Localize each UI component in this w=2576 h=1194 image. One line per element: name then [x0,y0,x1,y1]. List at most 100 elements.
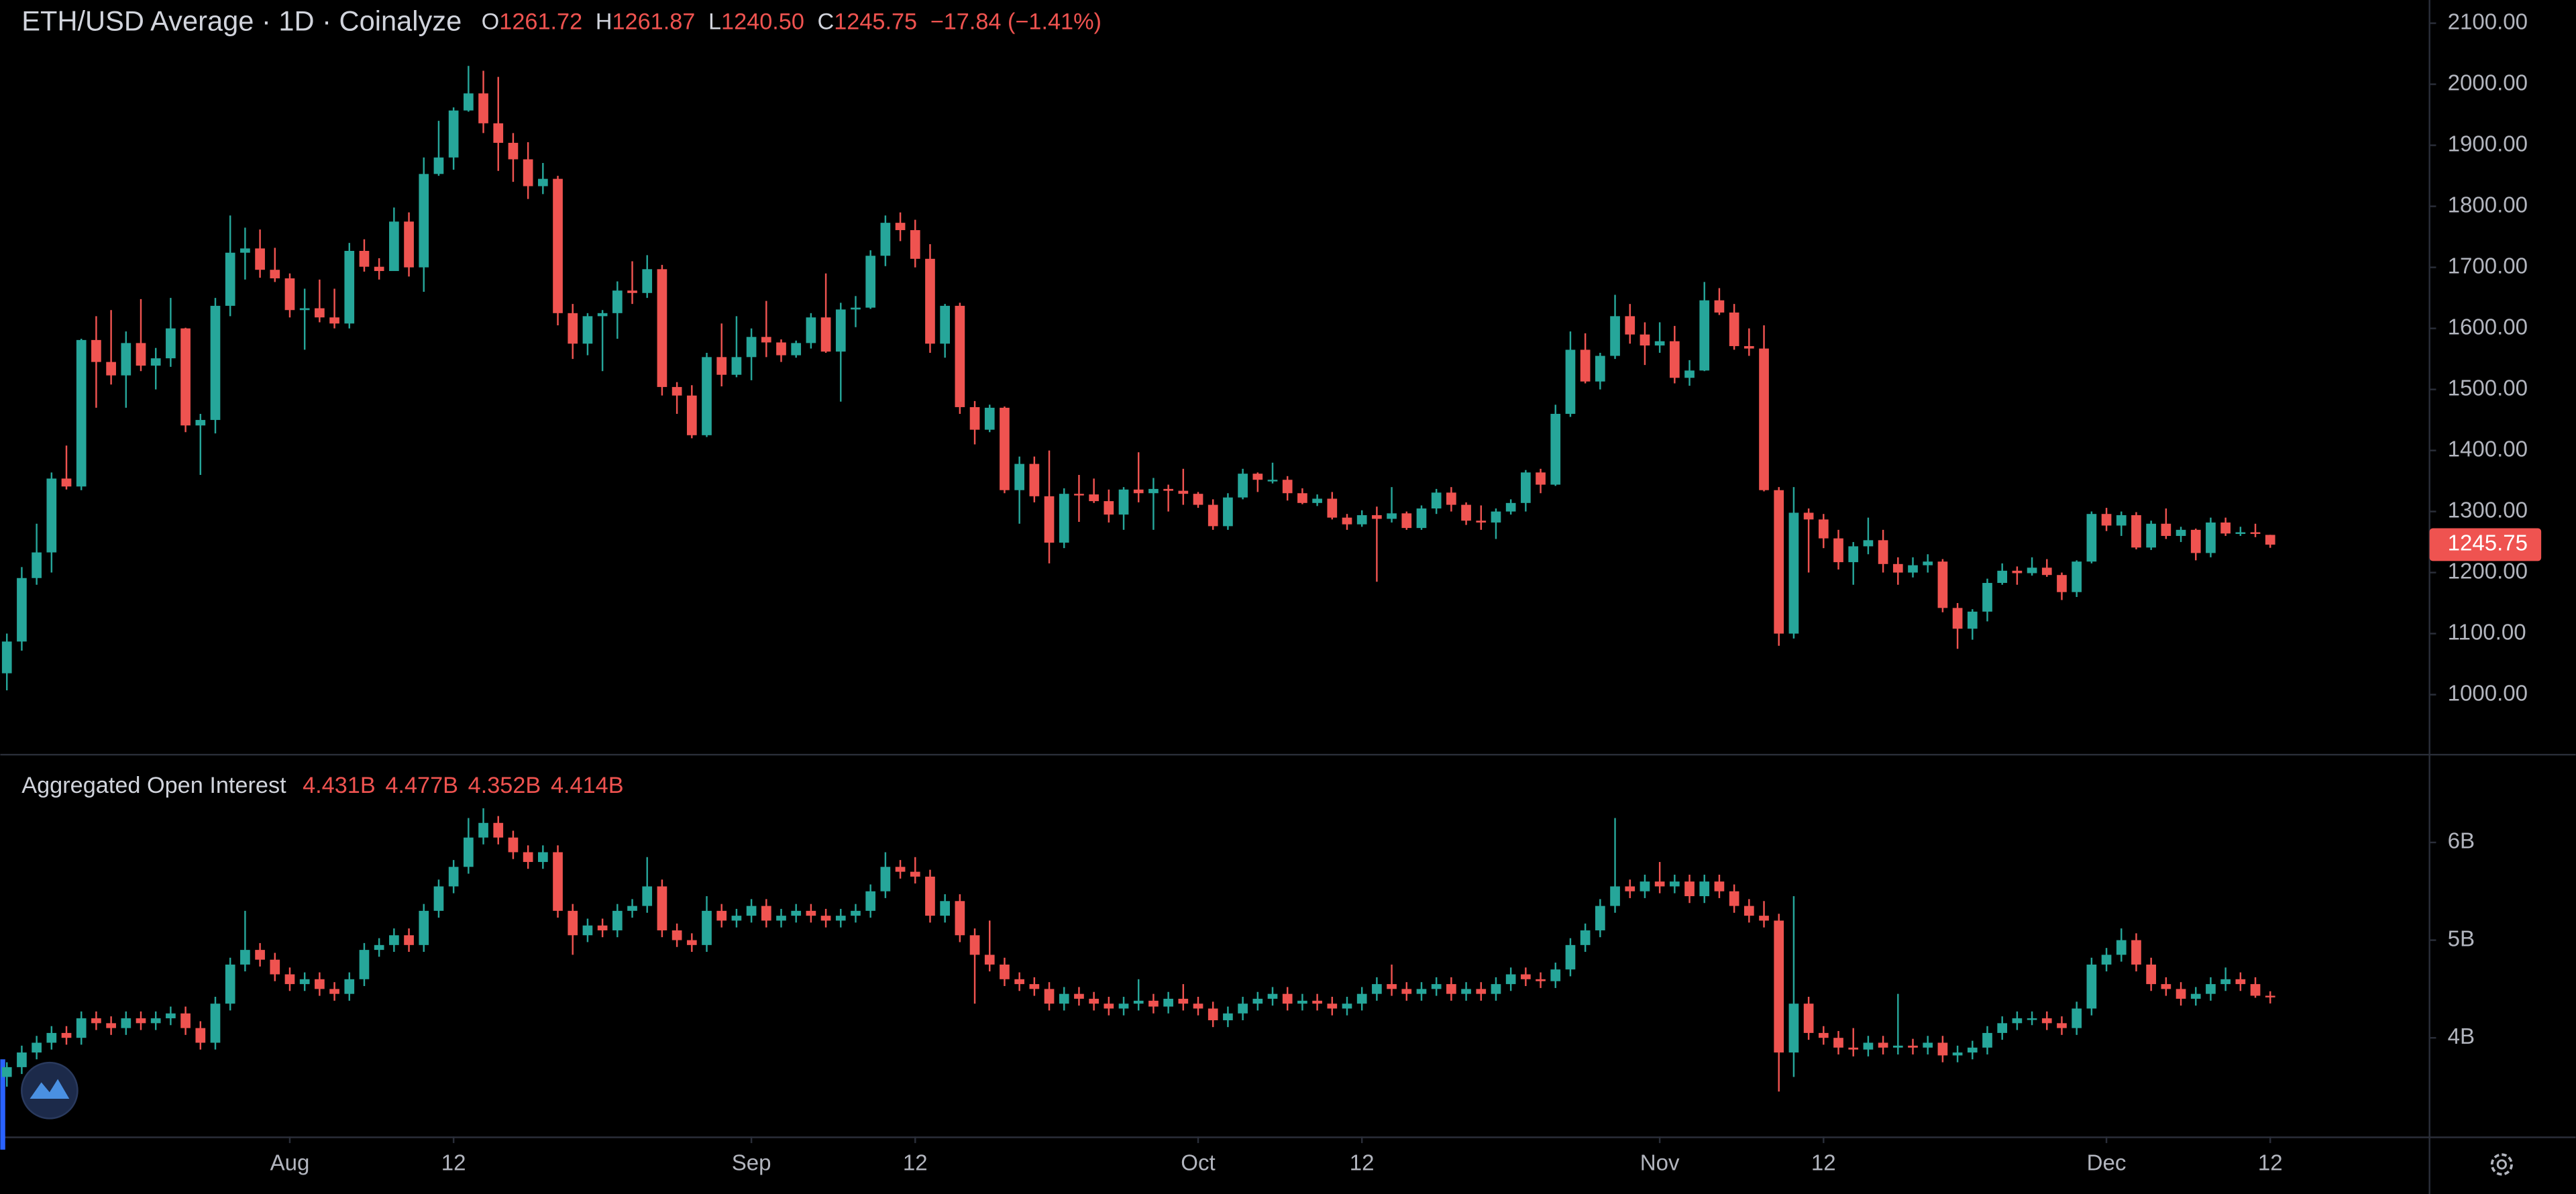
last-price-tag [2429,528,2542,561]
candle-body [1982,1032,1992,1048]
candle-body [657,269,667,387]
candle-body [1997,570,2008,584]
candle-body [225,252,235,306]
candle-body [1342,1003,1352,1009]
candle-body [1059,494,1069,543]
oi-legend: Aggregated Open Interest 4.431B 4.477B 4.35… [21,773,623,798]
candle-body [1282,480,1293,494]
candle-body [1714,881,1725,891]
candle-body [180,328,191,426]
candle-body [1446,492,1456,505]
candle-body [1937,1042,1948,1056]
candle-body [1654,881,1665,887]
candle-body [1863,540,1874,547]
candle-body [1104,501,1114,515]
candle-body [419,174,429,268]
candle-body [240,950,250,965]
candle-body [166,1013,176,1019]
candle-body [553,852,563,911]
candle-body [1967,611,1978,629]
y-tick-label: 1600.00 [2448,315,2528,339]
candle-body [612,910,623,930]
candle-body [1654,341,1665,346]
candle-body [1178,490,1189,494]
candle-body [433,157,444,174]
candle-body [582,316,593,344]
legend-value: 1261.72 [499,9,582,34]
legend-prefix: C [817,9,834,34]
y-tick-label: 1300.00 [2448,498,2528,523]
candle-body [1312,498,1322,503]
candle-body [523,852,533,863]
candle-body [1714,300,1725,313]
y-tick-label: 6B [2448,829,2475,854]
candle-body [150,1018,161,1024]
candle-body [2176,989,2186,999]
candle-body [851,910,861,916]
candle-body [1818,519,1829,539]
candle-body [2101,514,2112,526]
candle-body [1476,989,1487,994]
logo[interactable] [21,1061,78,1120]
y-tick-label: 1200.00 [2448,559,2528,584]
candle-body [284,278,295,311]
candle-body [1029,464,1040,496]
candle-body [776,342,786,356]
candle-body [150,358,161,366]
candle-body [1743,345,1754,349]
candle-body [1640,881,1650,891]
candle-body [1848,546,1859,563]
candle-body [1387,513,1397,519]
candle-body [2012,1018,2023,1024]
candle-body [1684,370,1695,378]
price-legend: ETH/USD Average · 1D · Coinalyze O1261.72… [21,5,1102,36]
candle-body [210,305,221,421]
logo-circle [21,1061,78,1120]
y-tick-label: 1700.00 [2448,254,2528,278]
candle-body [1923,1042,1933,1048]
candle-body [761,337,771,343]
candle-body [2250,532,2261,534]
candle-body [702,910,712,945]
legend-value: 4.431B [303,773,376,798]
candle-body [1774,920,1784,1053]
candle-body [1788,512,1799,634]
candle-body [1104,1003,1114,1009]
candle-body [776,916,786,921]
candle-body [2027,567,2037,574]
legend-value: 4.414B [551,773,624,798]
candle-body [136,1018,146,1024]
legend-value: 1245.75 [834,9,917,34]
candle-body [1044,496,1055,543]
y-tick-label: 2100.00 [2448,9,2528,34]
candle-body [493,123,504,143]
candle-body [1133,1000,1144,1004]
candle-body [1550,413,1561,485]
candle-body [1550,969,1561,981]
candle-body [820,317,831,352]
candle-body [284,974,295,985]
y-tick-label: 1100.00 [2448,620,2526,645]
candle-body [925,876,935,916]
logo-icon [30,1079,70,1099]
candle-body [820,916,831,921]
candle-body [1908,565,1918,573]
y-tick-label: 2000.00 [2448,70,2528,95]
settings-button[interactable] [2490,1153,2513,1176]
candle-body [1267,480,1278,482]
candle-body [1878,540,1888,564]
candle-body [1252,474,1263,480]
candle-body [1759,348,1769,490]
candle-body [940,305,951,344]
candle-body [210,1003,221,1043]
x-tick-label: 12 [1350,1151,1375,1176]
x-tick-label: Nov [1640,1151,1680,1176]
candle-body [1297,1000,1307,1004]
candle-body [389,935,399,945]
x-tick-label: Dec [2087,1151,2127,1176]
candle-body [359,950,370,979]
legend-prefix: O [482,9,500,34]
candle-body [1014,464,1024,490]
candle-body [1774,490,1784,634]
candle-body [1461,504,1471,521]
